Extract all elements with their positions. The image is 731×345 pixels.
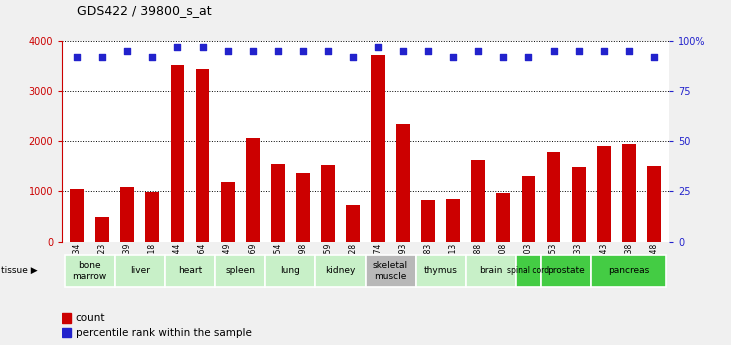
Bar [221, 182, 235, 241]
Bar [416, 255, 466, 287]
Bar [215, 255, 265, 287]
Bar [522, 176, 535, 242]
Bar [421, 200, 435, 242]
Bar [145, 193, 159, 242]
Point [498, 55, 510, 60]
Bar [622, 144, 636, 241]
Point [648, 55, 659, 60]
Point [472, 49, 484, 54]
Bar [62, 328, 71, 337]
Bar [121, 187, 135, 241]
Bar [547, 152, 561, 242]
Bar [346, 205, 360, 241]
Point [96, 55, 108, 60]
Bar [396, 125, 410, 242]
Text: bone
marrow: bone marrow [72, 261, 107, 280]
Bar [271, 164, 284, 242]
Bar [591, 255, 667, 287]
Point [447, 55, 459, 60]
Bar [466, 255, 516, 287]
Point [146, 55, 158, 60]
Text: liver: liver [130, 266, 150, 275]
Point [297, 49, 308, 54]
Point [397, 49, 409, 54]
Bar [447, 199, 460, 242]
Text: lung: lung [281, 266, 300, 275]
Point [347, 55, 359, 60]
Point [423, 49, 434, 54]
Point [548, 49, 559, 54]
Bar [366, 255, 416, 287]
Point [172, 45, 183, 50]
Bar [541, 255, 591, 287]
Text: percentile rank within the sample: percentile rank within the sample [76, 328, 251, 337]
Bar [115, 255, 165, 287]
Point [221, 49, 233, 54]
Bar [196, 69, 209, 241]
Point [623, 49, 635, 54]
Point [247, 49, 259, 54]
Point [72, 55, 83, 60]
Bar [572, 167, 586, 242]
Text: thymus: thymus [424, 266, 458, 275]
Bar [95, 217, 109, 241]
Point [523, 55, 534, 60]
Text: brain: brain [479, 266, 502, 275]
Bar [265, 255, 315, 287]
Bar [170, 66, 184, 242]
Bar [70, 189, 84, 241]
Point [197, 45, 208, 50]
Bar [62, 313, 71, 323]
Text: skeletal
muscle: skeletal muscle [373, 261, 408, 280]
Text: heart: heart [178, 266, 202, 275]
Bar [516, 255, 541, 287]
Bar [296, 174, 310, 242]
Bar [496, 193, 510, 242]
Text: tissue ▶: tissue ▶ [1, 266, 38, 275]
Text: prostate: prostate [548, 266, 585, 275]
Bar [596, 146, 610, 242]
Point [573, 49, 585, 54]
Bar [165, 255, 215, 287]
Text: count: count [76, 313, 105, 323]
Bar [371, 55, 385, 242]
Point [272, 49, 284, 54]
Bar [315, 255, 366, 287]
Bar [64, 255, 115, 287]
Bar [246, 138, 260, 241]
Point [121, 49, 133, 54]
Text: GDS422 / 39800_s_at: GDS422 / 39800_s_at [77, 4, 211, 17]
Point [598, 49, 610, 54]
Point [372, 45, 384, 50]
Bar [471, 160, 485, 242]
Text: kidney: kidney [325, 266, 355, 275]
Bar [321, 165, 335, 242]
Text: spleen: spleen [225, 266, 255, 275]
Bar [647, 166, 661, 242]
Text: pancreas: pancreas [608, 266, 649, 275]
Point [322, 49, 334, 54]
Text: spinal cord: spinal cord [507, 266, 550, 275]
